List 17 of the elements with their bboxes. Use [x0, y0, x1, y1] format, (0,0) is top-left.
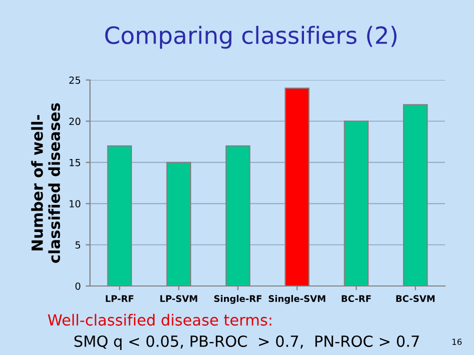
x-tick-label: LP-RF [106, 295, 134, 302]
y-tick-label: 15 [70, 159, 80, 166]
text: Well-classified disease terms: [48, 314, 272, 326]
x-tick-label: BC-RF [342, 295, 371, 302]
x-tick-label: BC-SVM [396, 295, 435, 302]
text: 16 [452, 338, 462, 345]
x-tick-label: Single-SVM [268, 295, 326, 304]
y-tick-label: 5 [76, 241, 80, 249]
x-tick-label: Single-RF [214, 295, 262, 304]
text: SMQ q < 0.05, PB-ROC > 0.7, PN-ROC > 0.7 [74, 335, 419, 350]
chart-title: Comparing classifiers (2) [105, 26, 397, 49]
y-tick-label: 20 [69, 118, 80, 126]
y-tick-label: 10 [70, 200, 80, 208]
y-tick-label: 25 [69, 76, 80, 84]
x-tick-label: LP-SVM [160, 295, 198, 302]
y-axis-title: Number of well- classified diseases [31, 103, 60, 263]
y-tick-label: 0 [75, 282, 80, 290]
